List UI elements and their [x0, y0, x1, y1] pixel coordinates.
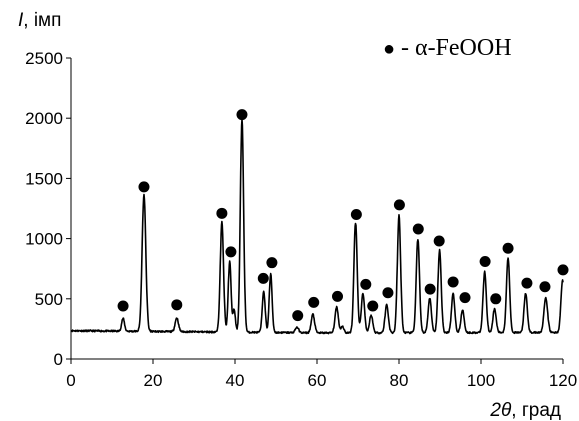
- peak-marker: [382, 287, 394, 299]
- peak-marker: [225, 246, 237, 258]
- peak-marker: [236, 109, 248, 121]
- x-tick-label: 80: [390, 371, 409, 390]
- peak-marker: [433, 235, 445, 247]
- x-tick-label: 100: [467, 371, 495, 390]
- peak-marker: [502, 242, 514, 254]
- peak-marker: [266, 257, 278, 269]
- peak-marker: [332, 290, 343, 302]
- y-tick-label: 500: [35, 290, 63, 309]
- peak-marker: [171, 299, 183, 311]
- peak-marker: [216, 207, 228, 219]
- peak-marker: [479, 255, 491, 267]
- x-tick-label: 40: [226, 371, 245, 390]
- legend-marker: ●: [383, 38, 395, 60]
- peak-marker: [539, 281, 551, 293]
- x-tick-label: 120: [549, 371, 577, 390]
- peak-marker: [360, 278, 372, 290]
- peak-marker: [367, 300, 379, 312]
- peak-marker: [117, 300, 129, 312]
- peak-marker: [257, 272, 269, 284]
- peak-markers: [117, 109, 569, 322]
- peak-marker: [424, 283, 436, 295]
- peak-marker: [350, 209, 362, 221]
- peak-marker: [447, 276, 459, 288]
- x-ticks: 0 20 40 60 80 100 120: [66, 359, 577, 390]
- x-tick-label: 0: [66, 371, 75, 390]
- y-tick-label: 2000: [25, 109, 63, 128]
- peak-marker: [393, 199, 405, 211]
- x-axis-label: 2θ, град: [489, 400, 561, 421]
- peak-marker: [490, 293, 502, 305]
- peak-marker: [292, 310, 304, 322]
- legend: ● - α-FeOOH: [383, 35, 512, 61]
- x-tick-label: 60: [308, 371, 327, 390]
- peak-marker: [308, 296, 320, 308]
- x-tick-label: 20: [144, 371, 163, 390]
- y-axis-label: I, імп: [18, 10, 61, 31]
- y-tick-label: 1500: [25, 169, 63, 188]
- peak-marker: [459, 292, 471, 304]
- y-tick-label: 0: [54, 350, 63, 369]
- peak-marker: [138, 181, 150, 193]
- peak-marker: [412, 223, 424, 235]
- y-tick-label: 2500: [25, 49, 63, 68]
- y-tick-label: 1000: [25, 230, 63, 249]
- legend-label: - α-FeOOH: [401, 35, 512, 61]
- y-ticks: 0 500 1000 1500 2000 2500: [25, 49, 71, 369]
- xrd-pattern-line: [70, 118, 564, 335]
- peak-marker: [557, 264, 569, 276]
- peak-marker: [521, 277, 533, 289]
